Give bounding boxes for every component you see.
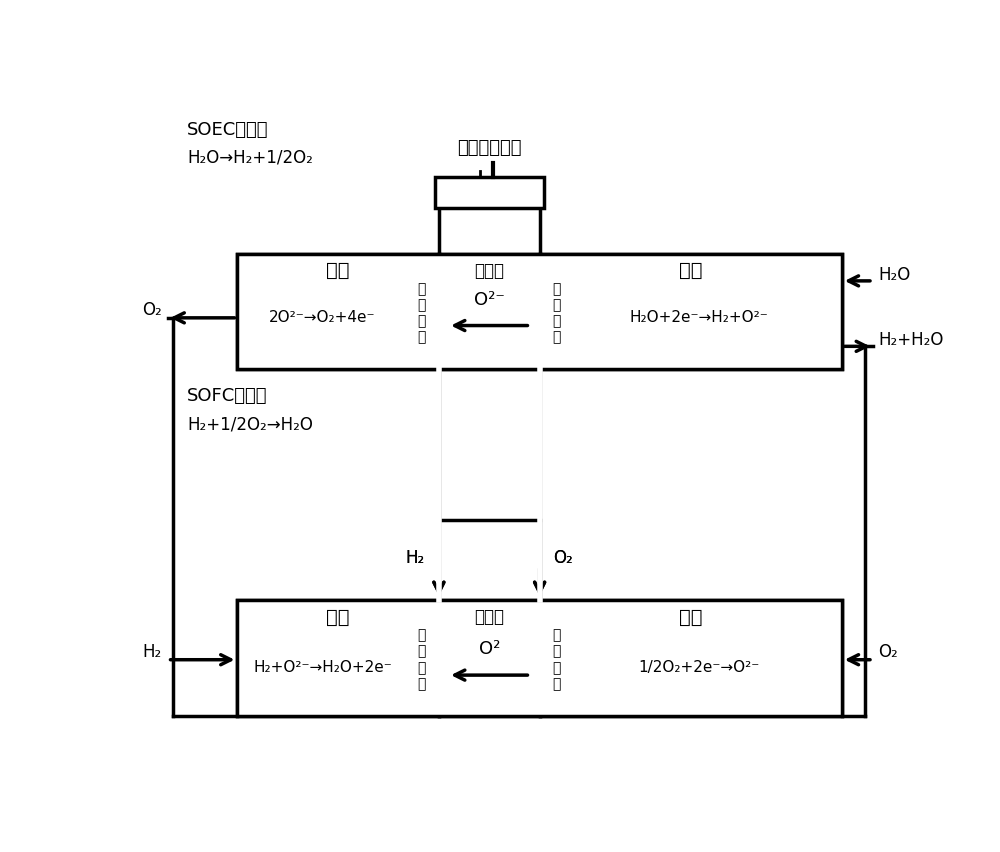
Bar — [435, 177, 544, 208]
Text: 阳极: 阳极 — [326, 262, 350, 280]
Text: 还
原
反
应: 还 原 反 应 — [552, 629, 561, 691]
Bar — [237, 254, 842, 370]
Text: 氧
化
反
应: 氧 化 反 应 — [418, 629, 426, 691]
Text: H₂O: H₂O — [878, 266, 911, 284]
Text: 阴极: 阴极 — [679, 262, 702, 280]
Text: O₂: O₂ — [878, 643, 898, 661]
Text: O₂: O₂ — [554, 549, 573, 567]
Text: 1/2O₂+2e⁻→O²⁻: 1/2O₂+2e⁻→O²⁻ — [638, 660, 759, 675]
Text: 氧
化
反
应: 氧 化 反 应 — [418, 282, 426, 344]
Text: 电解质: 电解质 — [474, 608, 504, 626]
Text: 电解质: 电解质 — [474, 262, 504, 279]
Bar — [237, 601, 842, 716]
Bar — [237, 601, 842, 716]
Text: O²: O² — [479, 640, 500, 658]
Bar — [237, 254, 842, 370]
Text: 风能、太阳能: 风能、太阳能 — [457, 139, 522, 157]
Text: SOFC系统：: SOFC系统： — [187, 387, 268, 406]
Text: 阴极: 阴极 — [679, 607, 702, 627]
Text: H₂+1/2O₂→H₂O: H₂+1/2O₂→H₂O — [187, 416, 313, 434]
Text: O₂: O₂ — [142, 301, 162, 320]
Text: H₂: H₂ — [406, 549, 425, 567]
Text: H₂: H₂ — [406, 549, 425, 567]
Text: 还
原
反
应: 还 原 反 应 — [552, 282, 561, 344]
Text: H₂O+2e⁻→H₂+O²⁻: H₂O+2e⁻→H₂+O²⁻ — [629, 310, 768, 325]
Text: O₂: O₂ — [554, 549, 573, 567]
Text: 阳极: 阳极 — [326, 607, 350, 627]
Text: SOEC系统：: SOEC系统： — [187, 121, 268, 139]
Text: O²⁻: O²⁻ — [474, 291, 505, 309]
Text: H₂+H₂O: H₂+H₂O — [878, 331, 944, 349]
Text: H₂+O²⁻→H₂O+2e⁻: H₂+O²⁻→H₂O+2e⁻ — [253, 660, 392, 675]
Text: H₂O→H₂+1/2O₂: H₂O→H₂+1/2O₂ — [187, 148, 313, 166]
Text: 2O²⁻→O₂+4e⁻: 2O²⁻→O₂+4e⁻ — [269, 310, 376, 325]
Text: H₂: H₂ — [143, 643, 162, 661]
